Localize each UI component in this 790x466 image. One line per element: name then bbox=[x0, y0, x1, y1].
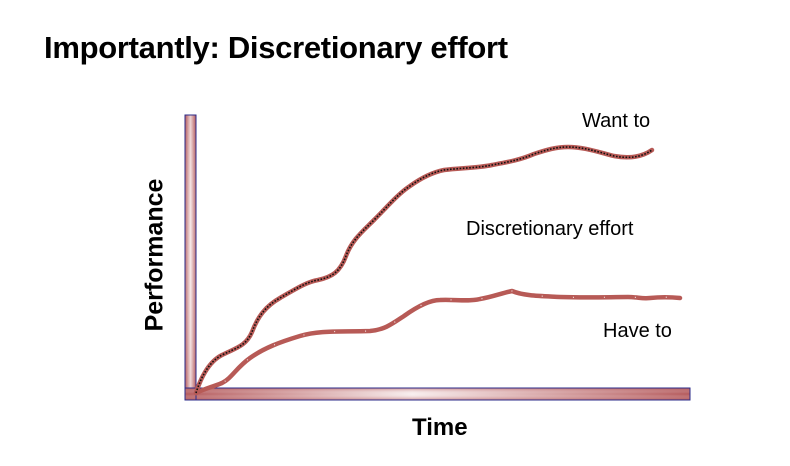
x-axis-label: Time bbox=[412, 414, 468, 441]
slide-title: Importantly: Discretionary effort bbox=[44, 30, 508, 65]
y-axis bbox=[184, 114, 197, 401]
annotation-discretionary-effort: Discretionary effort bbox=[466, 218, 634, 240]
annotation-want-to: Want to bbox=[582, 110, 651, 132]
want-to-curve bbox=[193, 144, 655, 396]
have-to-curve bbox=[193, 288, 683, 396]
y-axis-label: Performance bbox=[140, 178, 169, 332]
annotation-have-to: Have to bbox=[603, 320, 672, 342]
x-axis bbox=[184, 387, 691, 401]
